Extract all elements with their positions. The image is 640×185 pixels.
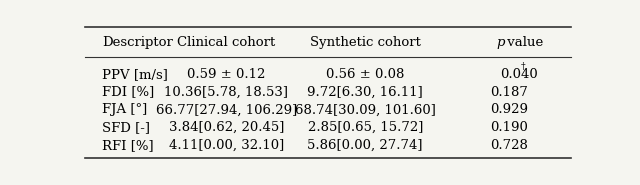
Text: 4.11[0.00, 32.10]: 4.11[0.00, 32.10] <box>169 139 284 152</box>
Text: Descriptor: Descriptor <box>102 36 173 49</box>
Text: 5.86[0.00, 27.74]: 5.86[0.00, 27.74] <box>307 139 423 152</box>
Text: 0.56 ± 0.08: 0.56 ± 0.08 <box>326 68 404 81</box>
Text: 3.84[0.62, 20.45]: 3.84[0.62, 20.45] <box>168 121 284 134</box>
Text: FDI [%]: FDI [%] <box>102 85 155 98</box>
Text: FJA [°]: FJA [°] <box>102 103 148 116</box>
Text: p: p <box>497 36 505 49</box>
Text: 10.36[5.78, 18.53]: 10.36[5.78, 18.53] <box>164 85 288 98</box>
Text: 9.72[6.30, 16.11]: 9.72[6.30, 16.11] <box>307 85 423 98</box>
Text: value: value <box>502 36 543 49</box>
Text: 0.728: 0.728 <box>490 139 528 152</box>
Text: 2.85[0.65, 15.72]: 2.85[0.65, 15.72] <box>307 121 423 134</box>
Text: SFD [-]: SFD [-] <box>102 121 150 134</box>
Text: 0.040: 0.040 <box>500 68 538 81</box>
Text: 66.77[27.94, 106.29]: 66.77[27.94, 106.29] <box>156 103 297 116</box>
Text: Synthetic cohort: Synthetic cohort <box>310 36 420 49</box>
Text: 0.929: 0.929 <box>490 103 528 116</box>
Text: Clinical cohort: Clinical cohort <box>177 36 275 49</box>
Text: 0.190: 0.190 <box>490 121 528 134</box>
Text: 68.74[30.09, 101.60]: 68.74[30.09, 101.60] <box>295 103 436 116</box>
Text: 0.59 ± 0.12: 0.59 ± 0.12 <box>187 68 266 81</box>
Text: PPV [m/s]: PPV [m/s] <box>102 68 168 81</box>
Text: RFI [%]: RFI [%] <box>102 139 154 152</box>
Text: †: † <box>520 62 525 71</box>
Text: 0.187: 0.187 <box>490 85 528 98</box>
